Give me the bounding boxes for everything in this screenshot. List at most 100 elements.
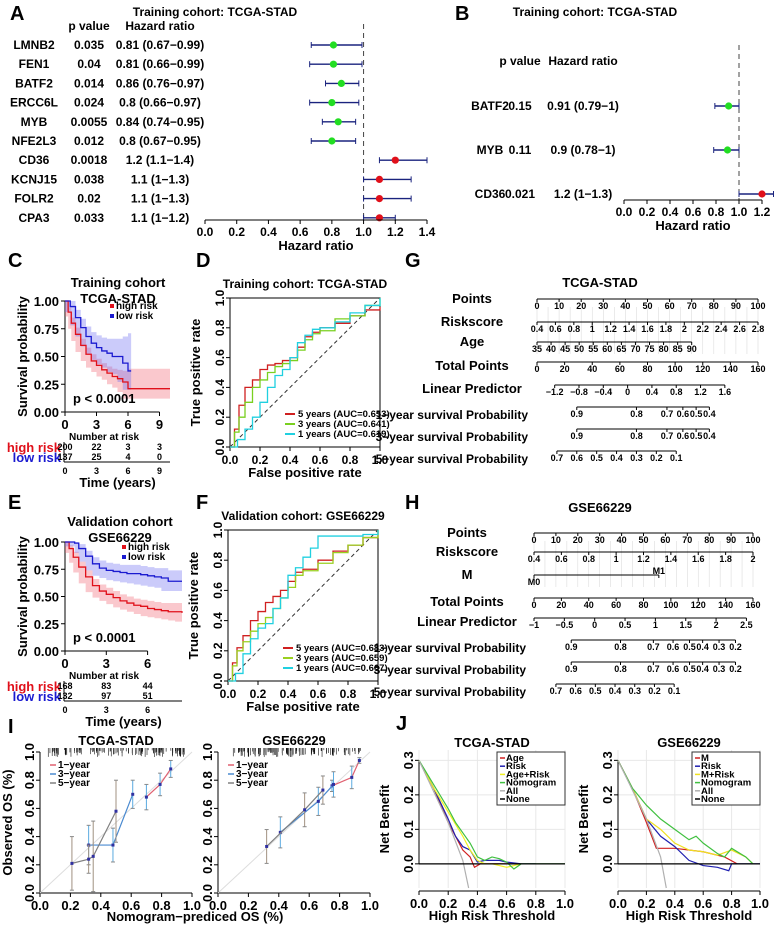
y-tick-label: 0.2: [200, 856, 215, 874]
gene-label: MYB: [477, 143, 504, 157]
nomogram-scale-label: 3−year survival Probability: [376, 430, 529, 444]
nomogram-tick-label: 2.5: [740, 620, 753, 630]
nomogram-tick-label: 0: [534, 364, 539, 374]
legend-label: low risk: [116, 311, 154, 322]
y-tick-label: 0.25: [34, 377, 59, 392]
p-value-text: p < 0.0001: [73, 630, 136, 645]
hazard-ratio-point: [376, 176, 383, 183]
calibration-point: [115, 810, 118, 813]
nomogram-tick-label: 140: [718, 600, 733, 610]
nomogram-tick-label: 10: [551, 535, 561, 545]
hazard-ratio-point: [725, 102, 732, 109]
nomogram-tick-label: 1.2: [637, 554, 650, 564]
x-axis-title: High Risk Threshold: [626, 908, 752, 923]
nomogram-tick-label: 0: [531, 535, 536, 545]
p-value: 0.021: [505, 187, 535, 201]
legend-label: 5−year: [236, 778, 268, 789]
nomogram-tick-label: 70: [687, 301, 697, 311]
y-axis-title: Net Benefit: [576, 784, 591, 853]
y-tick-label: 1.0: [200, 743, 215, 761]
nomogram-tick-label: 0.7: [647, 642, 660, 652]
nomogram-tick-label: 60: [615, 364, 625, 374]
risk-count: 44: [143, 681, 153, 691]
nomogram-tick-label: 0.4: [703, 409, 716, 419]
x-tick-label: 1.0: [731, 205, 748, 219]
hazard-ratio-text: 0.86 (0.76−0.97): [116, 76, 204, 90]
nomogram-tick-label: 0.6: [677, 409, 690, 419]
y-tick-label: 0.8: [211, 552, 225, 569]
risk-count: 97: [101, 691, 111, 701]
x-axis-title: Hazard ratio: [655, 218, 730, 233]
nomogram-tick-label: 50: [642, 301, 652, 311]
gene-label: FEN1: [19, 57, 50, 71]
y-axis-title: Survival probability: [15, 535, 30, 656]
nomogram-tick-label: 20: [576, 301, 586, 311]
calibration-curve: [267, 790, 323, 846]
y-tick-label: 0.75: [34, 562, 59, 577]
nomogram-tick-label: −0.5: [555, 620, 573, 630]
nomogram-scale-label: Riskscore: [436, 544, 498, 559]
hazard-ratio-point: [392, 157, 399, 164]
legend-label: 5−year: [58, 778, 90, 789]
hazard-ratio-point: [330, 61, 337, 68]
y-tick-label: 0.1: [600, 820, 615, 838]
calibration-point: [70, 862, 73, 865]
calibration-point: [358, 759, 361, 762]
nomogram-tick-label: 40: [584, 600, 594, 610]
nomogram-scale-label: Age: [460, 334, 485, 349]
x-tick-label: 0.0: [410, 896, 428, 911]
nomogram-scale-label: M: [462, 567, 473, 582]
nomogram-tick-label: 0.4: [696, 642, 709, 652]
nomogram-tick-label: 0.9: [565, 664, 578, 674]
nomogram-tick-label: 50: [638, 535, 648, 545]
nomogram-tick-label: 85: [673, 344, 683, 354]
nomogram-tick-label: 0.8: [614, 664, 627, 674]
nomogram-tick-label: 2: [682, 324, 687, 334]
nomogram-scale-label: Linear Predictor: [417, 614, 517, 629]
nomogram-tick-label: 0.4: [610, 453, 623, 463]
hazard-ratio-text: 1.1 (1−1.3): [131, 192, 189, 206]
x-tick-label: 0.6: [685, 205, 702, 219]
nomogram-tick-label: 0.5: [690, 409, 703, 419]
calibration-point: [145, 796, 148, 799]
nomogram-scale-label: 1−year survival Probability: [374, 641, 527, 655]
x-tick-label: 1.0: [355, 225, 372, 239]
panel-label-i: I: [8, 716, 14, 738]
hazard-ratio-text: 0.8 (0.67−0.95): [119, 134, 201, 148]
nomogram-tick-label: 0.6: [571, 453, 584, 463]
nomogram-tick-label: 35: [532, 344, 542, 354]
nomogram-tick-label: 1.2: [694, 387, 707, 397]
x-axis-title: Time (years): [85, 714, 161, 729]
nomogram-title: GSE66229: [568, 500, 632, 515]
gene-label: ERCC6L: [10, 96, 58, 110]
hazard-ratio-point: [758, 190, 765, 197]
nomogram-tick-label: 45: [560, 344, 570, 354]
hazard-ratio-point: [724, 146, 731, 153]
nomogram-tick-label: 60: [665, 301, 675, 311]
nomogram-scale-label: Linear Predictor: [422, 381, 522, 396]
nomogram-tick-label: 1.5: [679, 620, 692, 630]
y-tick-label: 0.0: [401, 855, 416, 873]
y-tick-label: 0.4: [213, 379, 227, 396]
nomogram-scale-label: 1−year survival Probability: [376, 408, 529, 422]
y-tick-label: 0.50: [34, 350, 59, 365]
nomogram-tick-label: 0.3: [713, 642, 726, 652]
nomogram-scale-label: Points: [447, 525, 487, 540]
nomogram-title: TCGA-STAD: [562, 275, 638, 290]
y-axis-title: True positive rate: [186, 552, 201, 660]
nomogram-tick-label: 75: [645, 344, 655, 354]
nomogram-tick-label: 100: [745, 535, 760, 545]
risk-count: 3: [157, 442, 162, 452]
x-tick-label: 0.0: [31, 898, 49, 913]
risk-table-x-label: 0: [62, 705, 67, 715]
nomogram-tick-label: 40: [546, 344, 556, 354]
nomogram-tick-label: 0: [534, 301, 539, 311]
p-value: 0.012: [74, 134, 104, 148]
figure: A B C D G E F H I J Training cohort: TCG…: [0, 0, 774, 932]
y-tick-label: 0.8: [22, 771, 37, 789]
y-tick-label: 0.2: [211, 642, 225, 659]
y-tick-label: 0.2: [401, 786, 416, 804]
nomogram-tick-label: 0.6: [555, 554, 568, 564]
nomogram-tick-label: 0.4: [703, 431, 716, 441]
hazard-ratio-text: 0.91 (0.79−1): [547, 99, 619, 113]
